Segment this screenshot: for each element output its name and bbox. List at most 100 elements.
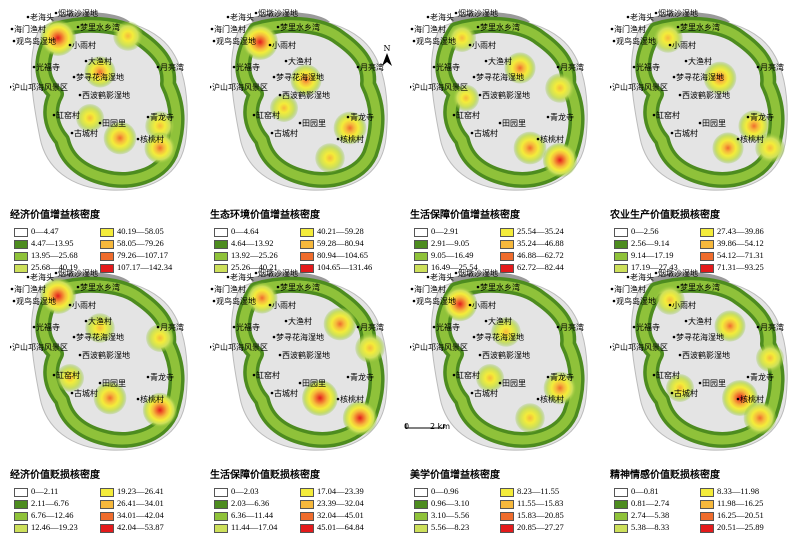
legend-swatch [414, 251, 428, 261]
place-label: 田园里 [502, 119, 526, 128]
legend-label: 58.05—79.26 [117, 238, 164, 248]
place-label: 核桃村 [740, 394, 764, 404]
scale-zero: 0 [404, 422, 410, 431]
place-marker [452, 113, 456, 117]
place-label: 田园里 [502, 379, 526, 388]
legend-label: 104.65—131.46 [317, 262, 373, 272]
place-marker [76, 285, 80, 289]
place-marker [610, 27, 614, 31]
legend: 0—2.56 2.56—9.14 9.14—17.19 17.19—27.43 27.4… [614, 226, 800, 278]
map-panel: 老海头 烟墩沙湿地 海门渔村 梦里水乡湾 观鸟岛湿地 小雨村 大渔村 光福寺 梦寻花海湿地 月亮湾… [610, 8, 800, 273]
legend-label: 2.56—9.14 [631, 238, 670, 248]
place-marker [346, 115, 350, 119]
place-marker [626, 275, 630, 279]
place-marker [672, 335, 676, 339]
hotspot [545, 73, 575, 103]
place-label: 梦里水乡湾 [480, 22, 520, 32]
legend-swatch [414, 239, 428, 249]
place-marker [212, 39, 216, 43]
place-label: 青龙寺 [350, 112, 374, 122]
legend-swatch [214, 511, 228, 521]
place-label: 青龙寺 [150, 112, 174, 122]
place-label: 西波鹤影湿地 [282, 90, 330, 100]
place-marker [52, 373, 56, 377]
legend-swatch [414, 263, 428, 273]
hotspot [270, 94, 298, 122]
legend-item: 25.54—35.24 [500, 226, 564, 237]
place-label: 老海头 [230, 12, 254, 22]
legend-item: 0—4.47 [14, 226, 59, 237]
legend-item: 80.94—104.65 [300, 250, 368, 261]
place-marker [78, 93, 82, 97]
place-label: 海门渔村 [414, 24, 446, 34]
legend-label: 4.64—13.92 [231, 238, 274, 248]
place-marker [468, 303, 472, 307]
place-label: 梦寻花海湿地 [676, 332, 724, 342]
legend-item: 6.36—11.44 [214, 510, 273, 521]
place-label: 老海头 [30, 12, 54, 22]
place-label: 梦寻花海湿地 [76, 72, 124, 82]
place-label: 月亮湾 [560, 322, 584, 332]
place-label: 小雨村 [272, 40, 296, 50]
place-label: 缸窑村 [256, 110, 280, 120]
legend-swatch [414, 499, 428, 509]
legend-title: 经济价值增益核密度 [10, 210, 100, 221]
legend-label: 2.03—6.36 [231, 498, 270, 508]
legend-swatch [700, 487, 714, 497]
legend-label: 8.33—11.98 [717, 486, 760, 496]
place-label: 青龙寺 [150, 372, 174, 382]
legend-label: 0—2.11 [31, 486, 59, 496]
place-marker [536, 137, 540, 141]
legend: 0—0.96 0.96—3.10 3.10—5.56 5.56—8.23 8.23—11… [414, 486, 600, 538]
place-label: 光福寺 [36, 62, 60, 72]
map-panel: 老海头 烟墩沙湿地 海门渔村 梦里水乡湾 观鸟岛湿地 小雨村 大渔村 光福寺 梦寻花海湿地 月亮湾… [410, 268, 600, 533]
place-marker [76, 25, 80, 29]
legend-swatch [300, 523, 314, 533]
place-label: 核桃村 [140, 134, 164, 144]
legend-label: 0—4.64 [231, 226, 259, 236]
place-marker [252, 113, 256, 117]
place-marker [212, 299, 216, 303]
legend-item: 0—2.03 [214, 486, 259, 497]
place-label: 小雨村 [672, 40, 696, 50]
legend-label: 13.92—25.26 [231, 250, 278, 260]
legend-label: 0.96—3.10 [431, 498, 470, 508]
place-label: 梦里水乡湾 [280, 22, 320, 32]
place-label: 烟墩沙湿地 [658, 8, 698, 18]
legend-swatch [500, 499, 514, 509]
place-marker [298, 121, 302, 125]
legend-item: 13.95—25.68 [14, 250, 78, 261]
legend-item: 0.81—2.74 [614, 498, 669, 509]
hotspot [712, 132, 744, 164]
legend-label: 59.28—80.94 [317, 238, 364, 248]
legend-item: 0—2.11 [14, 486, 58, 497]
place-marker [336, 397, 340, 401]
place-label: 梦寻花海湿地 [76, 332, 124, 342]
place-marker [272, 75, 276, 79]
place-label: 小雨村 [72, 40, 96, 50]
place-label: 光福寺 [36, 322, 60, 332]
place-label: 观鸟岛湿地 [416, 36, 456, 46]
legend-swatch [100, 263, 114, 273]
legend-label: 26.41—34.01 [117, 498, 164, 508]
legend-title: 经济价值贬损核密度 [10, 470, 100, 481]
hotspot [56, 364, 84, 392]
place-marker [26, 275, 30, 279]
place-marker [54, 271, 58, 275]
place-marker [672, 75, 676, 79]
place-marker [254, 271, 258, 275]
place-marker [12, 299, 16, 303]
place-marker [98, 381, 102, 385]
place-label: 光福寺 [636, 322, 660, 332]
map-panel: 老海头 烟墩沙湿地 海门渔村 梦里水乡湾 观鸟岛湿地 小雨村 大渔村 光福寺 梦寻花海湿地 月亮湾… [210, 8, 400, 273]
legend-item: 35.24—46.88 [500, 238, 564, 249]
place-label: 缸窑村 [656, 110, 680, 120]
place-marker [470, 391, 474, 395]
legend-swatch [700, 263, 714, 273]
legend-swatch [500, 487, 514, 497]
place-marker [412, 299, 416, 303]
place-marker [468, 43, 472, 47]
legend-label: 39.86—54.12 [717, 238, 764, 248]
